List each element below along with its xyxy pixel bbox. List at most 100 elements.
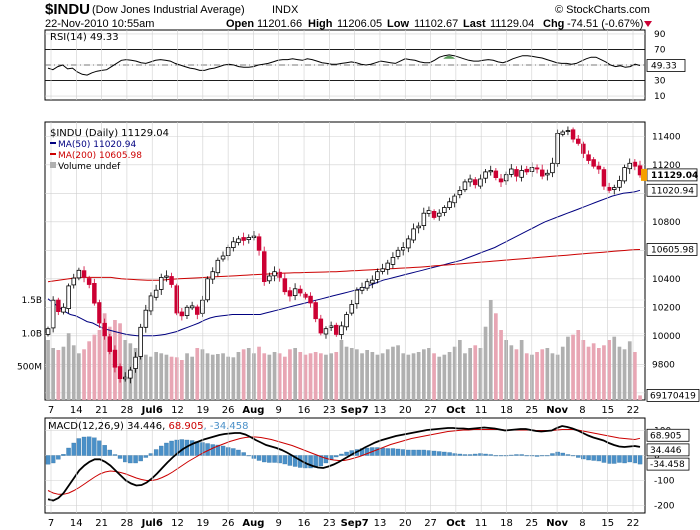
volume-bar (107, 326, 112, 400)
candle-body (411, 228, 416, 241)
macd-histogram-bar (612, 455, 617, 464)
price-tick-label: 10400 (652, 275, 681, 285)
candle-body (509, 168, 514, 175)
volume-bar (77, 353, 81, 400)
candle-body (519, 170, 524, 178)
volume-bar (452, 346, 457, 400)
volume-bar (540, 349, 545, 400)
volume-bar (396, 345, 400, 400)
candle-body (478, 178, 483, 187)
macd-histogram-bar (123, 455, 128, 463)
candle-body (436, 212, 442, 217)
x-axis-tick-label-bottom: 11 (475, 518, 488, 529)
volume-bar (638, 395, 642, 400)
volume-bar (473, 345, 478, 400)
candle-body (112, 349, 118, 368)
high-label: High (308, 18, 333, 30)
x-axis-tick-label-top: 12 (171, 405, 184, 416)
volume-last-value: 69170419 (650, 391, 696, 401)
volume-bar (133, 348, 138, 400)
candle-body (45, 328, 51, 335)
candle-body (627, 162, 633, 170)
candle-body (287, 290, 293, 297)
macd-histogram-bar (138, 455, 143, 462)
x-axis-tick-label-top: 21 (95, 405, 108, 416)
x-axis-tick-label-bottom: 14 (70, 518, 83, 529)
macd-histogram-bar (606, 455, 612, 464)
volume-bar (463, 353, 467, 400)
macd-histogram-bar (390, 448, 396, 456)
macd-panel-frame (44, 417, 646, 514)
axis-layer: 7 7 14 14 21 21 28 28 Jul6 Jul6 12 12 19 19 26 26 Aug Aug… (48, 30, 639, 529)
high-value: 11206.05 (337, 18, 382, 30)
x-axis-tick-label-top: 11 (475, 405, 488, 416)
candle-body (354, 289, 360, 305)
candle-body (241, 237, 246, 241)
volume-bar (478, 348, 483, 400)
candle-body (540, 169, 545, 177)
macd-histogram-bar (514, 454, 519, 456)
candle-body (565, 130, 571, 133)
macd-histogram-bar (411, 449, 416, 456)
candle-body (102, 322, 107, 337)
volume-bar (277, 353, 282, 400)
candle-body (472, 179, 478, 186)
macd-histogram-bar (143, 455, 149, 458)
macd-histogram-bar (282, 455, 288, 465)
x-axis-tick-label-top: 7 (48, 405, 54, 416)
candle-body (308, 295, 313, 304)
macd-histogram-bar (524, 455, 529, 457)
macd-legend-hist: , -34.458 (203, 421, 248, 432)
open-value: 11201.66 (257, 18, 302, 30)
volume-bar (185, 353, 189, 400)
candle-body (534, 167, 540, 170)
price-tick-label: 11400 (652, 132, 681, 142)
macd-histogram-bar (153, 449, 159, 456)
candle-body (256, 236, 262, 251)
macd-histogram-bar (560, 452, 565, 456)
candle-body (524, 168, 530, 173)
volume-bar (607, 340, 611, 400)
candle-body (76, 269, 82, 279)
x-axis-tick-label-top: 20 (399, 405, 412, 416)
candle-body (277, 271, 282, 278)
candle-body (503, 174, 509, 182)
macd-histogram-bar (426, 450, 432, 456)
volume-bar (571, 334, 575, 400)
macd-histogram-bar (102, 445, 107, 456)
macd-line (47, 425, 641, 502)
candle-body (81, 270, 87, 278)
volume-bar (422, 349, 426, 400)
macd-value-label: 68.905 (650, 431, 682, 441)
volume-bar (447, 352, 452, 400)
macd-tick-label: -200 (654, 502, 675, 512)
candle-body (359, 286, 365, 291)
macd-histogram-bar (509, 454, 514, 456)
candle-body (128, 369, 133, 379)
x-axis-tick-label-bottom: 26 (222, 518, 235, 529)
candle-body (375, 271, 380, 280)
macd-tick-label: 0 (654, 452, 660, 462)
candle-body (421, 212, 427, 226)
volume-bar (468, 348, 472, 400)
volume-tick-label: 1.5B (22, 296, 43, 306)
macd-histogram-bar (272, 455, 277, 463)
macd-histogram-bar (488, 454, 493, 456)
ma200-legend: MA(200) 10605.98 (58, 151, 142, 161)
macd-histogram-bar (159, 445, 164, 456)
candle-body (576, 138, 581, 144)
ma50-line (47, 189, 641, 337)
candle-body (498, 178, 504, 183)
volume-bar (483, 326, 488, 400)
x-axis-tick-label-bottom: 18 (500, 518, 513, 529)
price-legend: $INDU (Daily) 11129.04 (50, 128, 169, 139)
volume-bar (46, 340, 50, 400)
macd-histogram-bar (462, 454, 468, 456)
volume-legend: Volume undef (58, 162, 121, 172)
candle-body (179, 311, 185, 317)
macd-histogram-bar (61, 454, 66, 456)
candle-body (555, 132, 560, 164)
volume-bar (190, 356, 194, 400)
candle-body (560, 131, 566, 135)
